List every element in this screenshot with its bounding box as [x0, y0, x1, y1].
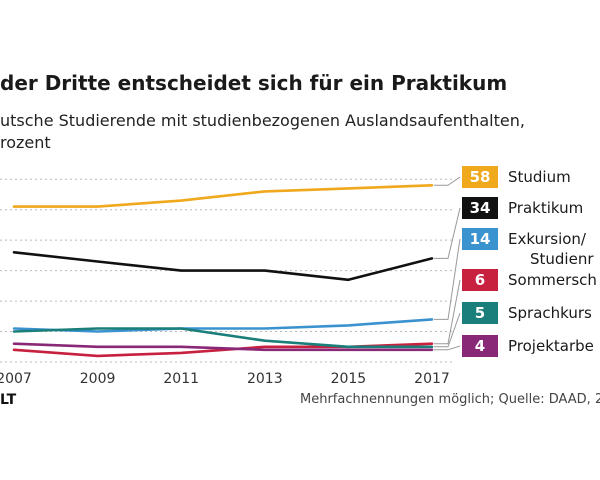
value-badge-sommersch — [462, 269, 498, 291]
series-line-praktikum — [12, 251, 434, 282]
value-badge-exkursion-studienr — [462, 228, 498, 250]
series-label-projektarbe: Projektarbe — [508, 337, 594, 355]
series-label-sprachkurs: Sprachkurs — [508, 304, 592, 322]
value-badge-studium — [462, 166, 498, 188]
chart-footer-note: Mehrfachnennungen möglich; Quelle: DAAD,… — [300, 392, 600, 407]
value-badge-text: 58 — [470, 168, 491, 186]
chart-end-labels: 58 Studium 34 Praktikum 14 Exkursion/Studienr… — [434, 166, 597, 357]
value-badge-text: 5 — [475, 304, 485, 322]
connector-praktikum — [434, 207, 461, 259]
value-badge-sprachkurs — [462, 302, 498, 324]
series-line-studium — [12, 183, 434, 208]
series-label-exkursion-studienr: Exkursion/ — [508, 230, 587, 248]
chart-title: der Dritte entscheidet sich für ein Prak… — [0, 71, 508, 95]
x-tick-label: 2017 — [414, 371, 450, 387]
x-tick-label: 2015 — [331, 371, 367, 387]
series-label-sommersch: Sommersch — [508, 271, 597, 289]
value-badge-text: 34 — [470, 199, 491, 217]
brand-logo-text: LT — [0, 392, 17, 408]
x-tick-label: 2009 — [80, 371, 116, 387]
x-tick-label: 2007 — [0, 371, 32, 387]
value-badge-text: 14 — [470, 230, 491, 248]
chart-subtitle-line-2: rozent — [0, 133, 51, 152]
x-tick-label: 2011 — [163, 371, 199, 387]
connector-sprachkurs — [434, 312, 461, 348]
value-badge-praktikum — [462, 197, 498, 219]
series-label-praktikum: Praktikum — [508, 199, 583, 217]
series-label-studium: Studium — [508, 168, 571, 186]
line-chart: 2007 2009 2011 2013 2015 2017 58 Studium 34 Prak… — [0, 166, 597, 387]
chart-subtitle-line-1: utsche Studierende mit studienbezogenen … — [0, 111, 525, 130]
x-tick-label: 2013 — [247, 371, 283, 387]
connector-sommersch — [434, 279, 461, 345]
connector-studium — [434, 176, 461, 186]
series-line-projektarbe — [12, 342, 434, 352]
series-label-exkursion-studienr-line2: Studienr — [530, 250, 594, 268]
chart-x-axis-ticks: 2007 2009 2011 2013 2015 2017 — [0, 371, 450, 387]
series-line-sprachkurs — [12, 327, 434, 349]
series-line-exkursion-studienr — [12, 318, 434, 333]
connector-exkursion-studienr — [434, 238, 461, 320]
connector-projektarbe — [434, 345, 461, 351]
value-badge-text: 6 — [475, 271, 485, 289]
value-badge-text: 4 — [475, 337, 485, 355]
chart-series-lines — [12, 183, 434, 358]
value-badge-projektarbe — [462, 335, 498, 357]
